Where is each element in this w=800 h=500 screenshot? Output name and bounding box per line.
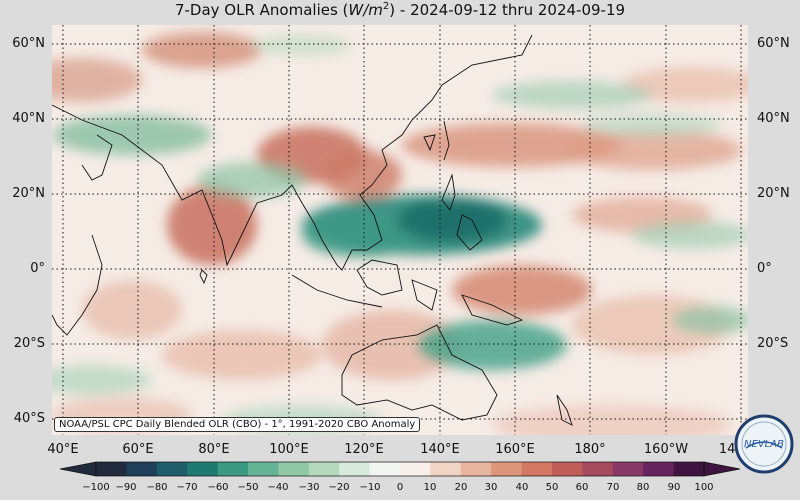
colorbar: [60, 461, 740, 477]
colorbar-bin: [126, 462, 158, 476]
coastlines: [52, 34, 573, 426]
lat-label-right: 0°: [757, 261, 772, 276]
lat-label-right: 20°S: [757, 336, 789, 351]
colorbar-bin: [217, 462, 249, 476]
title-unit: W/m: [348, 1, 383, 19]
title-text: 7-Day OLR Anomalies (: [174, 1, 349, 19]
lat-label-left: 20°N: [12, 186, 45, 201]
colorbar-extend-min: [60, 461, 97, 477]
colorbar-bin: [96, 462, 127, 476]
colorbar-tick-label: −20: [328, 482, 350, 493]
olr-anomaly-map: [52, 25, 748, 435]
colorbar-tick-label: 60: [575, 482, 589, 493]
colorbar-tick-label: 90: [667, 482, 681, 493]
colorbar-tick-label: 40: [515, 482, 529, 493]
colorbar-tick-label: −100: [82, 482, 110, 493]
colorbar-bin: [673, 462, 705, 476]
svg-text:NEVLAB: NEVLAB: [744, 439, 784, 450]
lon-label: 100°E: [269, 442, 309, 457]
colorbar-tick-label: 30: [484, 482, 498, 493]
colorbar-frame: [95, 461, 705, 477]
colorbar-tick-label: −10: [359, 482, 381, 493]
colorbar-bin: [460, 462, 492, 476]
lat-label-right: 40°N: [757, 111, 790, 126]
lon-label: 40°E: [47, 442, 79, 457]
noaa-logo: NEVLAB: [734, 414, 794, 474]
lon-label: 160°W: [643, 442, 689, 457]
data-source-credit: NOAA/PSL CPC Daily Blended OLR (CBO) - 1…: [54, 417, 421, 432]
colorbar-tick-label: 50: [545, 482, 559, 493]
colorbar-bin: [400, 462, 431, 476]
colorbar-bin: [369, 462, 401, 476]
colorbar-tick-label: −90: [115, 482, 137, 493]
colorbar-tick-label: 70: [606, 482, 620, 493]
graticule: [52, 25, 748, 435]
colorbar-tick-label: −70: [176, 482, 198, 493]
colorbar-tick-label: 10: [423, 482, 437, 493]
colorbar-tick-label: 80: [636, 482, 650, 493]
colorbar-bin: [248, 462, 279, 476]
title-date-range: ) - 2024-09-12 thru 2024-09-19: [389, 1, 626, 19]
colorbar-tick-label: −60: [207, 482, 229, 493]
colorbar-bin: [430, 462, 462, 476]
colorbar-tick-label: 100: [694, 482, 714, 493]
title-unit-exponent: 2: [382, 1, 390, 12]
colorbar-bin: [521, 462, 553, 476]
colorbar-tick-label: −40: [267, 482, 289, 493]
colorbar-tick-label: −50: [237, 482, 259, 493]
colorbar-bin: [156, 462, 188, 476]
colorbar-bin: [339, 462, 371, 476]
colorbar-bin: [278, 462, 310, 476]
colorbar-bin: [582, 462, 614, 476]
colorbar-extend-max: [703, 461, 740, 477]
lat-label-left: 20°S: [13, 336, 45, 351]
anomaly-field: [52, 32, 748, 435]
colorbar-bin: [308, 462, 340, 476]
colorbar-bin: [552, 462, 583, 476]
colorbar-bin: [491, 462, 523, 476]
colorbar-bin: [643, 462, 675, 476]
lat-label-left: 60°N: [12, 36, 45, 51]
colorbar-tick-label: 20: [454, 482, 468, 493]
lon-label: 80°E: [198, 442, 230, 457]
colorbar-tick-label: −30: [298, 482, 320, 493]
lat-label-left: 40°N: [12, 111, 45, 126]
lat-label-left: 40°S: [13, 411, 45, 426]
lon-label: 120°E: [344, 442, 384, 457]
colorbar-bin: [187, 462, 219, 476]
lat-label-right: 20°N: [757, 186, 790, 201]
lat-label-right: 60°N: [757, 36, 790, 51]
map-title: 7-Day OLR Anomalies (W/m2) - 2024-09-12 …: [0, 1, 800, 19]
lon-label: 160°E: [495, 442, 535, 457]
colorbar-tick-label: −80: [146, 482, 168, 493]
lon-label: 140°E: [420, 442, 460, 457]
lon-label: 180°: [574, 442, 606, 457]
colorbar-tick-label: 0: [396, 482, 404, 493]
lon-label: 60°E: [122, 442, 154, 457]
colorbar-bin: [612, 462, 644, 476]
lat-label-left: 0°: [30, 261, 45, 276]
